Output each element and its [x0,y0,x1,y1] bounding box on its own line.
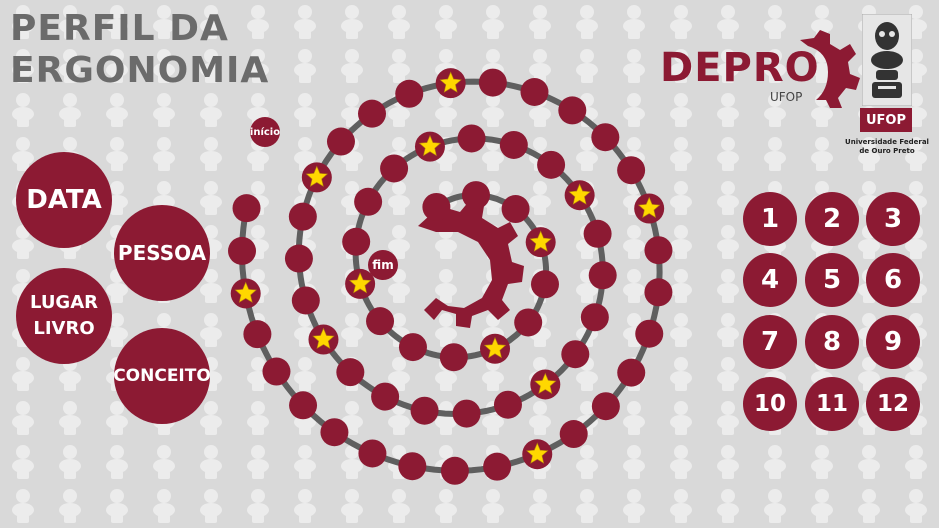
board-space[interactable] [530,270,559,299]
number-button-2[interactable]: 2 [805,192,859,246]
number-button-9[interactable]: 9 [866,315,920,369]
start-label: início [249,126,281,138]
number-button-12[interactable]: 12 [866,377,920,431]
board-space[interactable] [291,286,320,315]
star-icon [483,336,507,359]
board-space[interactable] [366,307,395,336]
number-button-4[interactable]: 4 [743,253,797,307]
board-space[interactable] [262,357,291,386]
category-lugar-livro-button[interactable]: LUGAR LIVRO [16,268,112,364]
board-space[interactable] [457,124,486,153]
star-icon [348,272,372,294]
page-title: PERFIL DA ERGONOMIA [10,8,269,92]
board-space[interactable] [232,194,261,223]
number-button-3[interactable]: 3 [866,192,920,246]
board-space[interactable] [635,319,664,348]
board-space[interactable] [478,68,507,97]
board-space[interactable] [243,320,272,349]
board-space[interactable] [588,261,617,290]
board-space[interactable] [617,156,646,185]
board-space[interactable] [422,192,451,221]
board-space[interactable] [395,79,424,108]
star-icon [439,71,462,93]
category-conceito-label: CONCEITO [113,366,211,386]
end-label: fim [372,258,394,272]
board-space[interactable] [358,99,387,128]
board-space[interactable] [514,308,543,337]
gear-icon [418,200,524,328]
board-space[interactable] [289,391,318,420]
board-space[interactable] [617,358,646,387]
start-marker: início [250,117,280,147]
board-space[interactable] [520,77,549,106]
board-space[interactable] [288,202,317,231]
board-space[interactable] [440,456,469,485]
depro-gear-logo-icon [800,30,860,108]
star-icon [418,134,442,157]
board-space[interactable] [644,278,673,307]
board-space[interactable] [320,418,349,447]
board-space[interactable] [591,392,620,421]
board-space[interactable] [380,154,409,183]
category-pessoa-label: PESSOA [117,241,207,265]
board-space[interactable] [501,195,530,224]
board-space[interactable] [398,452,427,481]
category-lugar-livro-label: LUGAR LIVRO [29,292,98,339]
board-space[interactable] [483,452,512,481]
board-space[interactable] [439,343,468,372]
star-icon [534,372,557,395]
board-space[interactable] [583,219,612,248]
star-icon [234,281,257,303]
category-data-button[interactable]: DATA [16,152,112,248]
number-button-10[interactable]: 10 [743,377,797,431]
board-space[interactable] [284,244,313,273]
board-space[interactable] [561,340,590,369]
number-button-1[interactable]: 1 [743,192,797,246]
star-icon [568,183,591,205]
board-space[interactable] [228,236,257,265]
star-icon [529,230,552,252]
board-space[interactable] [371,382,400,411]
board-space[interactable] [354,187,383,216]
depro-logo-subtext: UFOP [770,90,803,104]
board-space[interactable] [358,439,387,468]
end-marker: fim [368,250,398,280]
star-icon [637,196,661,219]
category-pessoa-button[interactable]: PESSOA [114,205,210,301]
star-icon [312,327,335,350]
ufop-logo-text: UFOP [860,108,912,132]
ufop-crest-icon [862,14,912,106]
board-space[interactable] [580,303,609,332]
title-line-1: PERFIL DA [10,8,229,49]
board-space[interactable] [410,396,439,425]
number-button-5[interactable]: 5 [805,253,859,307]
board-space[interactable] [342,227,371,256]
number-button-8[interactable]: 8 [805,315,859,369]
board-space[interactable] [493,390,522,419]
star-icon [305,165,329,187]
star-spaces [234,71,661,464]
star-icon [526,442,549,464]
board-space[interactable] [644,236,673,265]
board-space[interactable] [398,333,427,362]
number-button-6[interactable]: 6 [866,253,920,307]
board-space[interactable] [558,96,587,125]
number-button-11[interactable]: 11 [805,377,859,431]
board-space[interactable] [499,130,528,159]
board-space[interactable] [537,150,566,179]
board-space[interactable] [326,127,355,156]
board-spaces [228,68,673,485]
board-space[interactable] [591,123,620,152]
ufop-caption: Universidade Federal de Ouro Preto [845,138,929,155]
number-button-7[interactable]: 7 [743,315,797,369]
board-space[interactable] [559,420,588,449]
title-line-2: ERGONOMIA [10,50,270,91]
category-conceito-button[interactable]: CONCEITO [113,328,211,424]
board-space[interactable] [452,399,481,428]
board-space[interactable] [336,358,365,387]
board-space[interactable] [461,181,490,210]
category-data-label: DATA [26,185,102,215]
depro-logo-text: DEPRO [660,45,820,91]
